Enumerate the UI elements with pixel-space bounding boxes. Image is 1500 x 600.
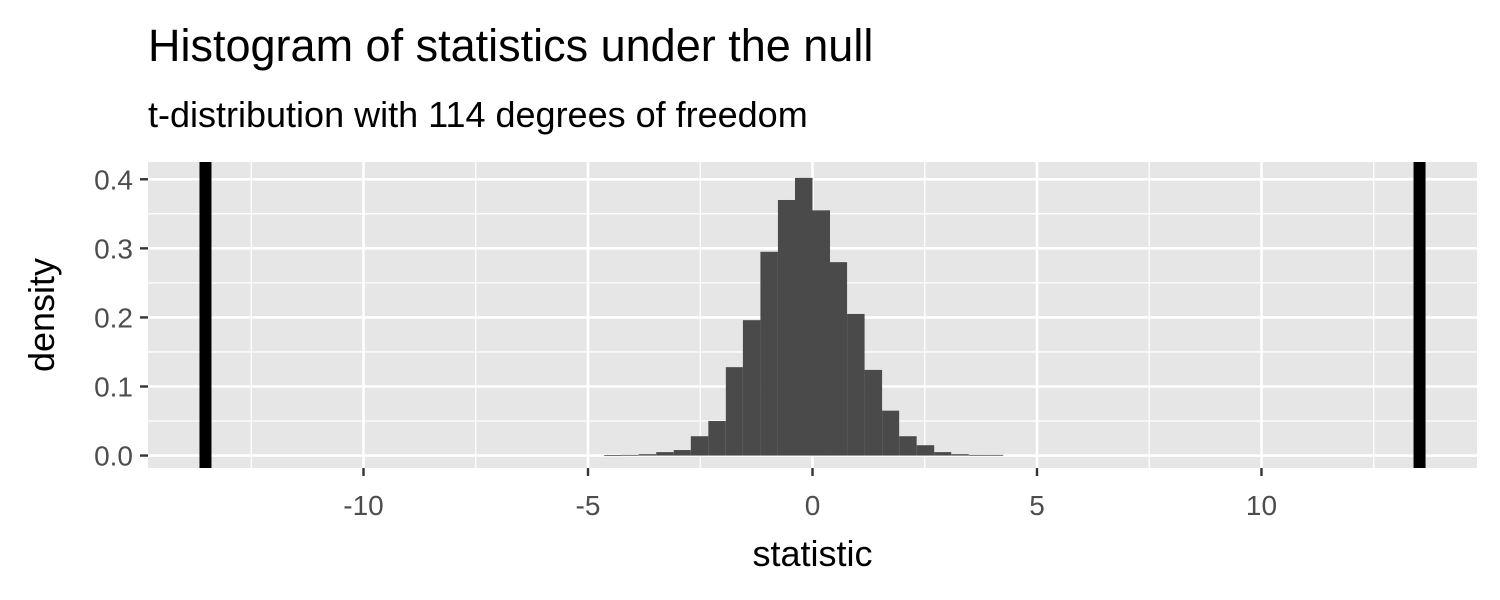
histogram-bar <box>708 421 726 456</box>
histogram-bar <box>847 313 865 456</box>
histogram-bar <box>986 454 1004 456</box>
reference-lines <box>199 162 1426 468</box>
x-tick-label: 10 <box>1246 490 1277 521</box>
histogram-bar <box>621 454 639 456</box>
histogram-bar <box>794 177 813 456</box>
histogram-bar <box>968 454 987 456</box>
y-axis-title: density <box>21 258 62 372</box>
histogram-bar <box>951 454 969 456</box>
histogram-bar <box>673 450 691 456</box>
chart-subtitle: t-distribution with 114 degrees of freed… <box>148 94 808 135</box>
y-axis: 0.0 0.1 0.2 0.3 0.4 <box>94 164 148 472</box>
histogram-bar <box>656 452 674 456</box>
x-tick-label: -5 <box>576 490 601 521</box>
y-tick-label: 0.4 <box>94 164 133 195</box>
x-tick-label: -10 <box>343 490 383 521</box>
histogram-bar <box>899 436 917 456</box>
y-tick-label: 0.3 <box>94 233 133 264</box>
histogram-bar <box>690 436 709 456</box>
x-tick-label: 0 <box>805 490 821 521</box>
y-tick-label: 0.1 <box>94 371 133 402</box>
x-axis: -10 -5 0 5 10 <box>343 468 1277 521</box>
histogram-bar <box>812 210 831 456</box>
histogram-bar <box>882 410 900 456</box>
histogram-bar <box>777 199 795 456</box>
histogram-bar <box>604 455 622 457</box>
histogram-bars <box>604 177 1004 457</box>
x-axis-title: statistic <box>752 533 872 574</box>
chart-title: Histogram of statistics under the null <box>148 20 874 71</box>
y-tick-label: 0.0 <box>94 441 133 472</box>
histogram-bar <box>916 445 935 456</box>
histogram-bar <box>760 251 778 456</box>
histogram-bar <box>638 454 657 456</box>
y-tick-label: 0.2 <box>94 302 133 333</box>
x-tick-label: 5 <box>1029 490 1045 521</box>
histogram-bar <box>830 262 848 456</box>
histogram-bar <box>742 320 761 456</box>
histogram-bar <box>864 369 883 456</box>
histogram-bar <box>725 367 743 456</box>
histogram-bar <box>934 452 952 456</box>
